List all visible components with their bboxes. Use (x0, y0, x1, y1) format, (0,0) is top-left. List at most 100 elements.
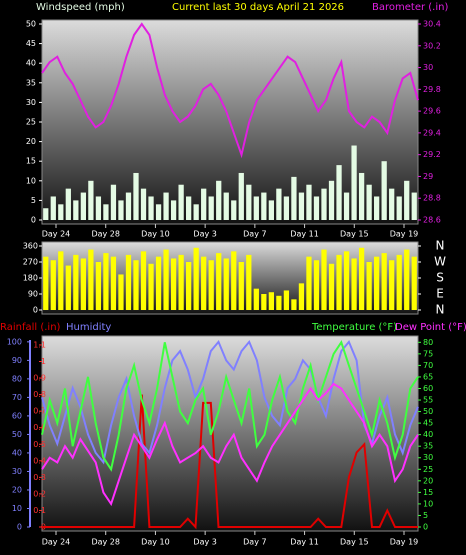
y-tick-label: 50 (26, 20, 36, 29)
bar (298, 192, 305, 220)
x-tick-label: Day 10 (141, 230, 170, 239)
bar (261, 294, 267, 310)
bar (283, 290, 290, 310)
bar (170, 258, 177, 310)
bar (306, 256, 312, 310)
series-label: Rainfall (.in) (0, 322, 61, 333)
y-tick-label: 360 (23, 242, 38, 251)
bar (95, 196, 102, 220)
chart-title: Current last 30 days April 21 2026 (172, 2, 344, 13)
y2-tick-label: W (434, 255, 446, 269)
bar (411, 256, 417, 310)
y2-tick-label: 30.2 (423, 41, 441, 50)
y2-tick-label: E (436, 287, 444, 301)
bar (223, 258, 229, 310)
bar (103, 253, 109, 310)
bar (170, 200, 177, 220)
y-tick-label: 35 (26, 78, 36, 87)
y-tick-label: 25 (26, 118, 36, 127)
bar (261, 192, 267, 220)
bar (291, 299, 297, 310)
y3-tick-label: 30 (12, 467, 22, 476)
y3-tick-label: 50 (12, 430, 22, 439)
bar (306, 184, 312, 220)
y3-tick-label: 70 (12, 393, 22, 402)
y-tick-label: 0.6 (33, 423, 46, 432)
bar (231, 251, 237, 310)
series-label: Dew Point (°F) (395, 322, 466, 333)
bar (396, 254, 402, 310)
x-tick-label: Day 15 (340, 538, 369, 547)
bar (283, 196, 290, 220)
series-line (42, 394, 418, 530)
bar (268, 200, 274, 220)
bar (50, 196, 56, 220)
x-tick-label: Day 3 (193, 538, 216, 547)
y-tick-label: 0.2 (33, 489, 46, 498)
series-label: Barometer (.in) (372, 2, 448, 13)
bar (343, 192, 350, 220)
bar (396, 196, 402, 220)
bar (336, 254, 342, 310)
bar (133, 260, 139, 310)
y2-tick-label: 28.6 (423, 216, 441, 225)
bar (328, 263, 335, 310)
y2-tick-label: 15 (423, 488, 433, 497)
y2-tick-label: 5 (423, 511, 428, 520)
bar (321, 249, 327, 310)
bar (193, 247, 199, 310)
y2-tick-label: N (436, 239, 445, 253)
y-tick-label: 1.1 (33, 340, 46, 349)
y-tick-label: 45 (26, 39, 36, 48)
y2-tick-label: 28.8 (423, 194, 441, 203)
y3-tick-label: 10 (12, 504, 22, 513)
y-tick-label: 0.9 (33, 374, 46, 383)
bar (389, 188, 395, 220)
bar (411, 192, 417, 220)
bar (163, 192, 169, 220)
y2-tick-label: 29.4 (423, 128, 441, 137)
bar (125, 254, 132, 310)
bar (73, 200, 79, 220)
y2-tick-label: 30.4 (423, 20, 441, 29)
x-tick-label: Day 19 (390, 538, 419, 547)
bar (238, 172, 244, 220)
bar (193, 204, 199, 220)
x-tick-label: Day 28 (91, 230, 120, 239)
x-tick-label: Day 7 (243, 230, 266, 239)
y2-tick-label: N (436, 303, 445, 317)
y-tick-label: 20 (26, 137, 36, 146)
bar (178, 254, 184, 310)
bar (351, 258, 357, 310)
bar (216, 253, 222, 310)
bar (276, 295, 282, 310)
bar (58, 204, 64, 220)
bar (125, 192, 132, 220)
y2-tick-label: 40 (423, 430, 433, 439)
y-tick-label: 0.7 (33, 407, 46, 416)
bar (374, 256, 380, 310)
series-label: Humidity (66, 322, 111, 333)
series-label: Temperature (°F) (311, 322, 397, 333)
bar (155, 256, 162, 310)
bar (73, 254, 79, 310)
x-tick-label: Day 7 (243, 538, 266, 547)
x-tick-label: Day 10 (141, 538, 170, 547)
y-tick-label: 180 (23, 274, 38, 283)
bar (381, 253, 387, 310)
x-tick-label: Day 28 (91, 538, 120, 547)
series-line (41, 22, 419, 159)
y-tick-label: 1 (41, 357, 46, 366)
bar (65, 188, 71, 220)
bar (253, 196, 259, 220)
bar (50, 260, 56, 310)
bar (358, 172, 365, 220)
y-tick-label: 15 (26, 157, 36, 166)
y2-tick-label: 29.6 (423, 107, 441, 116)
y2-tick-label: 25 (423, 465, 433, 474)
y2-tick-label: 30 (423, 453, 433, 462)
bar (321, 188, 327, 220)
x-tick-label: Day 3 (193, 230, 216, 239)
y2-tick-label: 29.8 (423, 85, 441, 94)
